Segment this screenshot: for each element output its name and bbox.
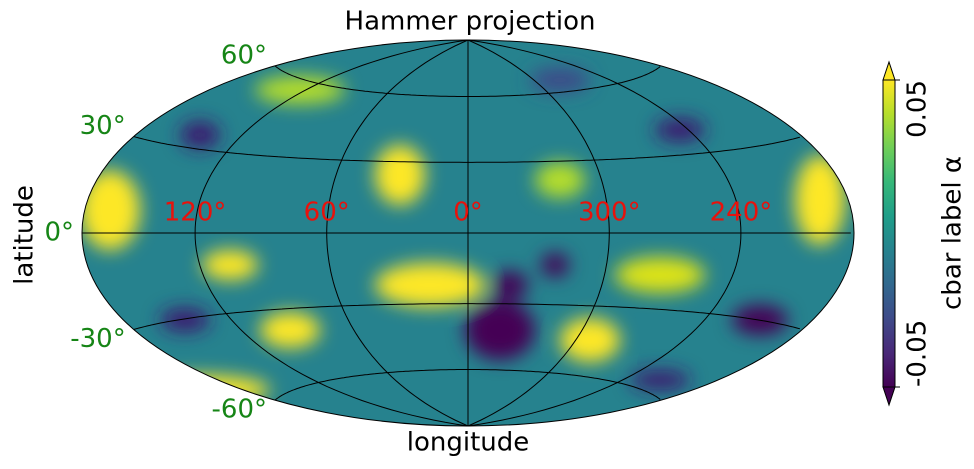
lon-tick-label: 120° — [164, 198, 227, 228]
colorbar-tick-label: -0.05 — [903, 320, 933, 387]
chart-title: Hammer projection — [345, 7, 596, 37]
colorbar-body — [883, 80, 895, 387]
parallel — [133, 303, 801, 330]
y-axis-label: latitude — [10, 185, 40, 285]
colorbar — [882, 60, 900, 407]
colorbar-label: cbar label α — [938, 156, 968, 310]
lon-tick-label: 0° — [453, 198, 483, 228]
colorbar-tick-label: 0.05 — [903, 80, 933, 138]
lat-tick-label: 30° — [80, 111, 126, 141]
lon-tick-label: 300° — [578, 198, 641, 228]
x-axis-label: longitude — [407, 428, 530, 458]
lat-tick-label: 60° — [221, 40, 267, 70]
parallel — [274, 369, 661, 401]
colorbar-extend-min — [882, 386, 896, 407]
lat-tick-label: 0° — [44, 218, 74, 248]
parallel — [274, 65, 661, 97]
parallel — [133, 136, 801, 163]
colorbar-extend-max — [882, 60, 896, 81]
lat-tick-label: -30° — [70, 324, 125, 354]
lon-tick-label: 60° — [304, 198, 350, 228]
lon-tick-label: 240° — [710, 198, 773, 228]
lat-tick-label: -60° — [212, 395, 267, 425]
graticule — [82, 39, 851, 427]
